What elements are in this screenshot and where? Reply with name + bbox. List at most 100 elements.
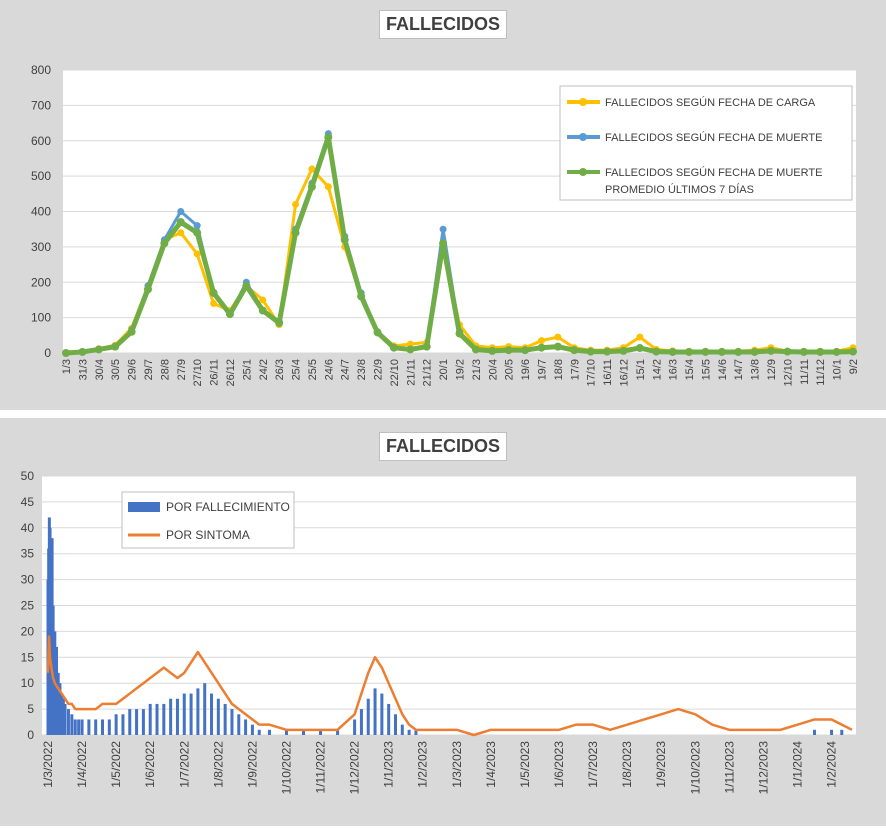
x-tick-label: 24/2 xyxy=(258,359,270,380)
series-point xyxy=(832,347,841,356)
x-tick-label: 20/5 xyxy=(504,359,516,380)
x-tick-label: 10/1 xyxy=(832,359,844,380)
bar xyxy=(189,693,193,735)
series-point xyxy=(193,250,201,258)
series-point xyxy=(177,229,185,237)
bar xyxy=(162,703,166,735)
series-point xyxy=(685,347,694,356)
series-point xyxy=(799,347,808,356)
series-point xyxy=(143,285,152,294)
series-point xyxy=(324,183,332,191)
x-tick-label: 1/11/2023 xyxy=(722,741,736,794)
y-tick-label: 25 xyxy=(21,599,35,613)
x-tick-label: 16/12 xyxy=(618,359,630,387)
x-tick-label: 19/7 xyxy=(536,359,548,380)
x-tick-label: 12/9 xyxy=(766,359,778,380)
series-point xyxy=(357,292,366,301)
series-point xyxy=(127,327,136,336)
series-point xyxy=(258,306,267,315)
bar xyxy=(267,729,271,735)
y-tick-label: 500 xyxy=(31,169,51,183)
bar xyxy=(359,709,363,735)
bar xyxy=(87,719,91,735)
bar xyxy=(407,729,411,735)
bar xyxy=(319,729,323,735)
series-point xyxy=(193,222,201,230)
x-tick-label: 14/2 xyxy=(651,359,663,380)
x-tick-label: 1/4/2022 xyxy=(75,741,89,788)
series-point xyxy=(455,329,464,338)
x-tick-label: 11/12 xyxy=(815,359,827,386)
bar xyxy=(284,729,288,735)
series-point xyxy=(111,342,120,351)
bar xyxy=(244,719,248,735)
x-tick-label: 1/7/2023 xyxy=(586,741,600,788)
bar xyxy=(61,698,65,735)
y-tick-label: 5 xyxy=(27,702,34,716)
series-point xyxy=(259,296,267,304)
x-tick-label: 9/2 xyxy=(848,359,860,374)
x-tick-label: 11/11 xyxy=(799,359,811,385)
legend-label: POR SINTOMA xyxy=(166,528,250,542)
bar xyxy=(135,709,139,735)
x-tick-label: 31/3 xyxy=(77,359,89,380)
x-tick-label: 17/10 xyxy=(586,359,598,387)
bar xyxy=(366,698,370,735)
legend-box xyxy=(121,491,295,549)
top-chart-svg: 0 100 200 300 400 500 600 700 800 1/3 31/3 30/4 30/5… xyxy=(31,63,860,387)
top-chart-title: FALLECIDOS xyxy=(378,10,508,39)
bar xyxy=(414,729,418,735)
x-tick-label: 17/9 xyxy=(569,359,581,380)
x-tick-label: 29/6 xyxy=(127,359,139,380)
series-point xyxy=(308,165,316,173)
x-tick-label: 1/1/2024 xyxy=(790,741,804,788)
x-tick-label: 1/12/2022 xyxy=(348,741,362,795)
series-point xyxy=(816,347,825,356)
legend: FALLECIDOS SEGÚN FECHA DE CARGA FALLECIDO… xyxy=(559,85,853,201)
x-tick-label: 1/7/2022 xyxy=(177,741,191,788)
x-tick-label: 1/8/2022 xyxy=(211,741,225,788)
x-tick-label: 21/11 xyxy=(405,359,417,386)
series-point xyxy=(849,347,857,356)
legend: POR FALLECIMIENTO POR SINTOMA xyxy=(121,491,295,549)
bar xyxy=(70,714,74,735)
bar xyxy=(373,688,377,735)
bar xyxy=(63,703,67,735)
y-tick-label: 100 xyxy=(31,311,51,325)
y-tick-label: 15 xyxy=(21,650,35,664)
series-point xyxy=(340,235,349,244)
bar xyxy=(257,729,261,735)
x-tick-label: 28/8 xyxy=(159,359,171,380)
bar xyxy=(223,703,227,735)
bar xyxy=(169,698,173,735)
bar xyxy=(353,719,357,735)
bar xyxy=(250,724,254,735)
bar xyxy=(55,646,59,735)
x-tick-label: 1/12/2023 xyxy=(756,741,770,795)
bar xyxy=(77,719,81,735)
x-tick-label: 22/10 xyxy=(389,359,401,387)
legend-swatch-marker xyxy=(579,98,587,106)
bar xyxy=(128,709,132,735)
x-tick-label: 20/1 xyxy=(438,359,450,380)
series-point xyxy=(619,346,628,355)
legend-label: POR FALLECIMIENTO xyxy=(166,500,290,514)
series-point xyxy=(554,333,562,341)
y-tick-label: 50 xyxy=(21,469,35,483)
series-point xyxy=(734,347,743,356)
series-point xyxy=(307,182,316,191)
series-point xyxy=(291,228,300,237)
bar xyxy=(58,683,62,735)
series-point xyxy=(176,218,185,227)
legend-swatch-marker xyxy=(579,168,587,176)
bar xyxy=(73,719,77,735)
y-tick-label: 200 xyxy=(31,275,51,289)
bar xyxy=(114,714,118,735)
x-tick-label: 27/10 xyxy=(192,359,204,387)
y-tick-label: 20 xyxy=(21,624,35,638)
series-point xyxy=(225,310,234,319)
x-tick-label: 1/1/2023 xyxy=(382,741,396,788)
x-tick-label: 1/11/2022 xyxy=(314,741,328,794)
x-tick-label: 14/7 xyxy=(733,359,745,380)
series-point xyxy=(275,318,284,327)
